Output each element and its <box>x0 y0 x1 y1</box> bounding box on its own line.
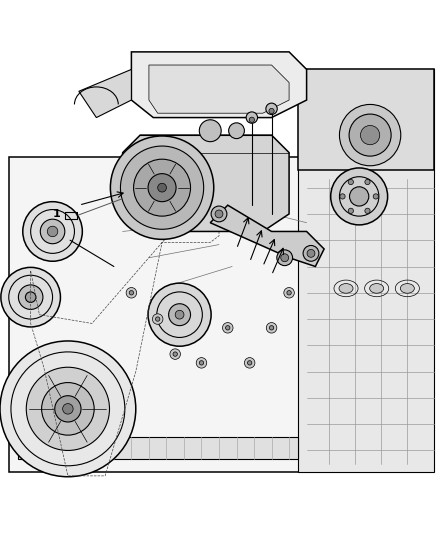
Polygon shape <box>298 69 434 472</box>
Circle shape <box>226 326 230 330</box>
Circle shape <box>284 287 294 298</box>
Circle shape <box>63 403 73 414</box>
Circle shape <box>1 268 60 327</box>
Circle shape <box>134 159 191 216</box>
Polygon shape <box>210 205 324 266</box>
Circle shape <box>360 125 380 145</box>
Circle shape <box>0 341 136 477</box>
Circle shape <box>340 194 345 199</box>
Circle shape <box>26 367 110 450</box>
Circle shape <box>155 317 160 321</box>
Circle shape <box>199 120 221 142</box>
Ellipse shape <box>339 284 353 293</box>
Circle shape <box>158 183 166 192</box>
Polygon shape <box>79 69 131 118</box>
Circle shape <box>266 322 277 333</box>
Circle shape <box>126 287 137 298</box>
Circle shape <box>349 114 391 156</box>
Circle shape <box>175 310 184 319</box>
Circle shape <box>148 283 211 346</box>
Circle shape <box>170 349 180 359</box>
Circle shape <box>348 180 353 184</box>
Circle shape <box>152 314 163 324</box>
Circle shape <box>249 117 254 123</box>
Circle shape <box>269 108 274 114</box>
Circle shape <box>246 112 258 123</box>
Circle shape <box>55 395 81 422</box>
Circle shape <box>215 210 223 218</box>
Circle shape <box>269 326 274 330</box>
Circle shape <box>281 254 289 262</box>
Polygon shape <box>149 65 289 113</box>
Circle shape <box>173 352 177 356</box>
Ellipse shape <box>400 284 414 293</box>
Circle shape <box>365 180 370 184</box>
Circle shape <box>244 358 255 368</box>
Circle shape <box>129 290 134 295</box>
Circle shape <box>42 383 94 435</box>
Circle shape <box>331 168 388 225</box>
Circle shape <box>339 104 401 166</box>
Circle shape <box>303 246 319 261</box>
Circle shape <box>169 304 191 326</box>
Circle shape <box>287 290 291 295</box>
Circle shape <box>120 146 204 229</box>
Circle shape <box>223 322 233 333</box>
Circle shape <box>348 208 353 213</box>
Circle shape <box>18 285 43 310</box>
Polygon shape <box>18 437 298 459</box>
Circle shape <box>350 187 369 206</box>
Circle shape <box>47 226 58 237</box>
Circle shape <box>365 208 370 213</box>
Text: 1: 1 <box>53 209 61 219</box>
Circle shape <box>40 219 65 244</box>
Circle shape <box>247 361 252 365</box>
Circle shape <box>148 174 176 201</box>
Circle shape <box>196 358 207 368</box>
Circle shape <box>23 201 82 261</box>
Circle shape <box>199 361 204 365</box>
Circle shape <box>373 194 378 199</box>
Circle shape <box>211 206 227 222</box>
Polygon shape <box>131 52 307 118</box>
Polygon shape <box>298 69 434 170</box>
Circle shape <box>229 123 244 139</box>
Circle shape <box>25 292 36 302</box>
Polygon shape <box>123 135 289 231</box>
Circle shape <box>110 136 214 239</box>
Circle shape <box>277 250 293 265</box>
Circle shape <box>307 249 315 257</box>
Circle shape <box>266 103 277 115</box>
Ellipse shape <box>370 284 384 293</box>
Polygon shape <box>9 157 328 472</box>
